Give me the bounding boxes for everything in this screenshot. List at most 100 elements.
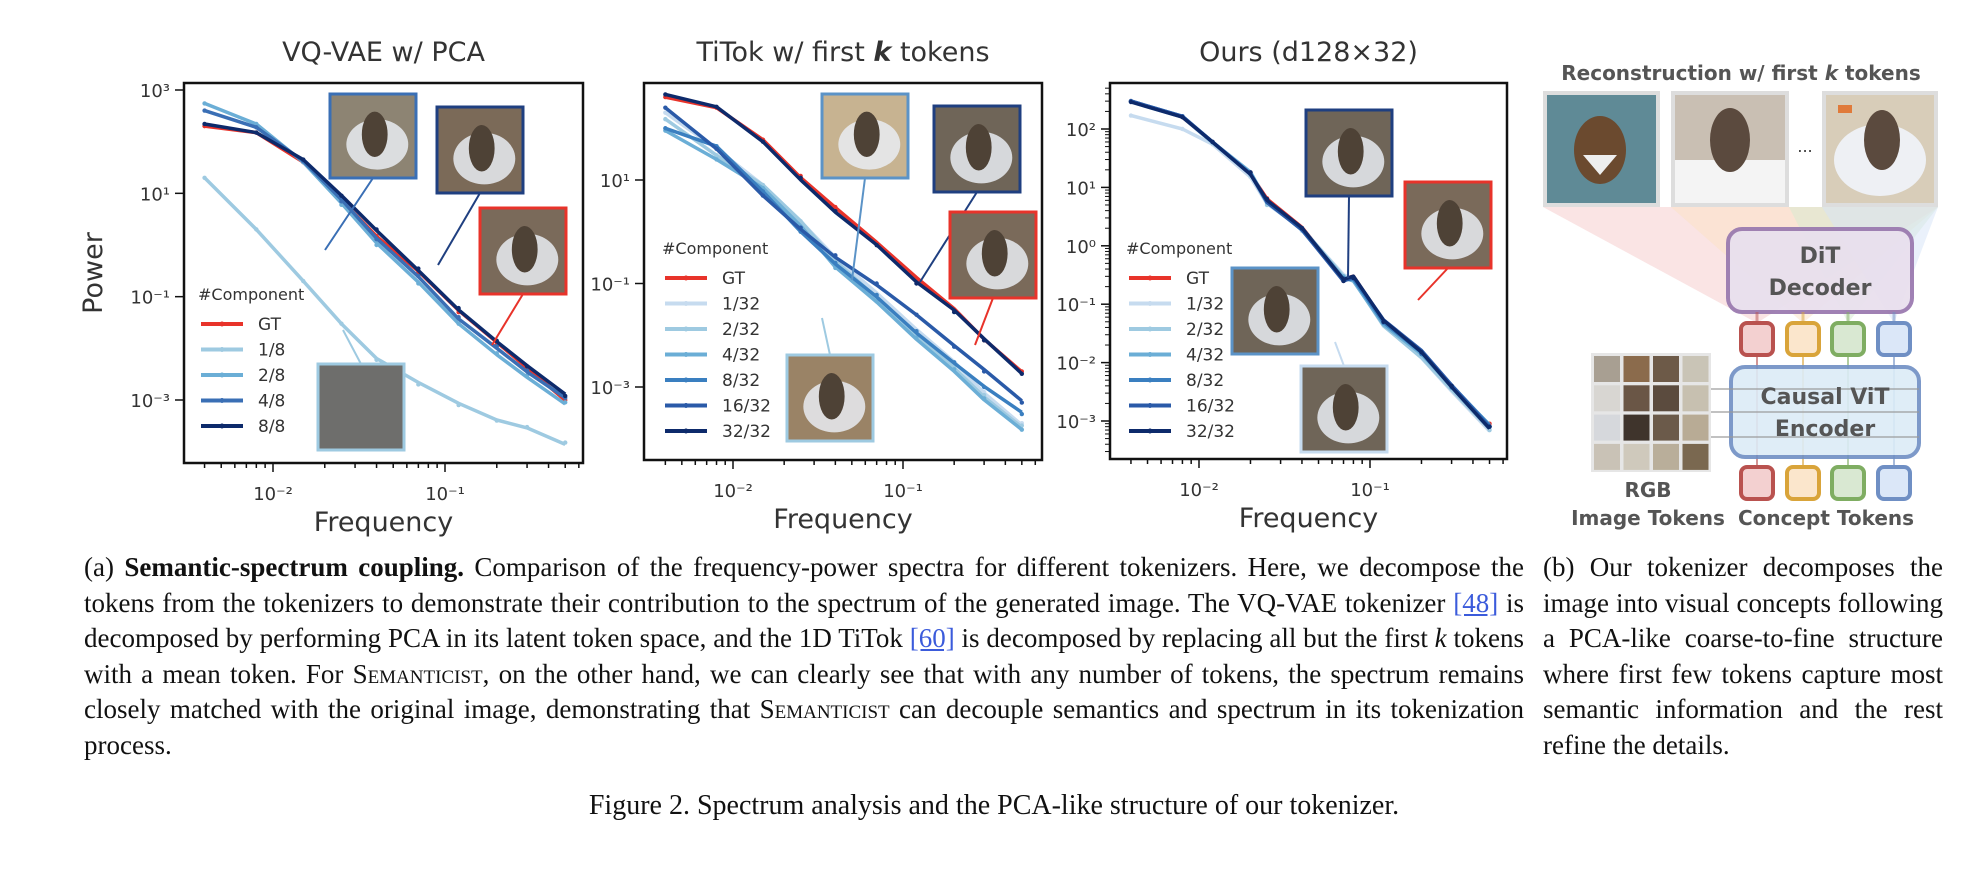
legend-label: 2/32 [1186, 320, 1224, 340]
citation-60[interactable]: [60] [909, 623, 955, 653]
data-point [524, 368, 530, 373]
data-point [760, 193, 766, 198]
figure-caption: Figure 2. Spectrum analysis and the PCA-… [588, 790, 1400, 821]
data-point [563, 440, 568, 445]
legend-label: 1/32 [722, 295, 760, 315]
y-tick-label: 10⁻³ [130, 391, 170, 412]
caption-a: (a) Semantic-spectrum coupling. Comparis… [84, 550, 1524, 763]
legend-marker [1147, 403, 1153, 408]
image-patch [1594, 356, 1620, 382]
data-point [254, 125, 259, 130]
data-point [1128, 113, 1134, 118]
concept-token [1739, 321, 1775, 357]
recon-image-3 [1822, 91, 1938, 207]
data-point [951, 367, 957, 372]
legend-label: 4/8 [258, 392, 285, 412]
legend-marker [219, 347, 225, 352]
rgb-label: RGB [1624, 478, 1671, 502]
data-point [339, 193, 344, 198]
inset-cat [1337, 128, 1364, 175]
data-point [456, 321, 461, 326]
encoder-label-2: Encoder [1775, 417, 1876, 442]
legend-label: GT [722, 269, 746, 289]
data-point [374, 227, 379, 232]
data-point [416, 281, 421, 286]
data-point [981, 396, 987, 401]
data-point [524, 364, 530, 369]
inset-leader-line [1347, 195, 1350, 279]
legend-marker [219, 372, 225, 378]
data-point [416, 382, 421, 387]
recon-image-2 [1671, 91, 1789, 207]
legend-label: 1/8 [258, 341, 285, 361]
data-point [301, 157, 306, 162]
data-point [494, 343, 499, 349]
y-tick-label: 10¹ [1066, 178, 1096, 199]
caption-b: (b) Our tokenizer decomposes the image i… [1543, 552, 1943, 760]
data-point [1019, 400, 1025, 405]
data-point [981, 369, 987, 374]
semanticist-name: Semanticist [759, 694, 890, 724]
y-tick-label: 10⁻² [1056, 354, 1096, 375]
data-point [874, 242, 879, 248]
data-point [1128, 99, 1134, 105]
data-point [1487, 424, 1492, 429]
data-point [714, 146, 719, 152]
data-point [494, 418, 499, 423]
caption-a-text: is decomposed by replacing all but the f… [954, 623, 1435, 653]
caption-a-k: k [1434, 623, 1447, 653]
caption-a-text: tokens with a mean token. For [84, 623, 1524, 689]
legend-marker [683, 428, 689, 434]
data-point [456, 315, 461, 320]
legend-marker [219, 398, 225, 403]
concept-token [1785, 465, 1821, 501]
legend-marker [1147, 326, 1153, 332]
data-point [1341, 278, 1346, 284]
inset-leader-line [342, 329, 362, 365]
data-point [563, 393, 568, 399]
data-point [981, 392, 987, 398]
inset-leader-line [974, 297, 994, 346]
data-point [1248, 170, 1253, 175]
data-point [833, 253, 838, 258]
data-point [833, 260, 838, 266]
series-line-32-of-32 [664, 92, 1023, 375]
chart-titok: TiTok w/ first k tokens 10⁻² 10⁻¹ 10¹ 10⁻¹ 10… [590, 37, 1044, 535]
y-tick-label: 10⁻¹ [1056, 295, 1096, 316]
legend-marker [1147, 428, 1153, 434]
legend-label: 16/32 [1186, 397, 1235, 417]
citation-48[interactable]: [48] [1453, 587, 1499, 618]
data-point [254, 130, 259, 135]
data-point [833, 208, 838, 214]
y-tick-label: 10¹ [140, 184, 170, 205]
data-point [914, 281, 919, 286]
data-point [1449, 383, 1454, 389]
data-point [663, 105, 668, 110]
series-line-16-of-32 [664, 106, 1023, 403]
legend-label: 32/32 [1186, 422, 1235, 442]
recon-image-1 [1543, 91, 1660, 207]
data-point [1351, 275, 1356, 281]
inset-image [316, 362, 406, 452]
y-tick-label: 10³ [140, 81, 170, 102]
caption-a-text: can decouple semantics and spectrum in i… [84, 694, 1524, 760]
data-point [1180, 114, 1185, 120]
data-point [951, 309, 957, 315]
legend-title: #Component [1126, 239, 1232, 258]
legend-marker [683, 301, 689, 306]
inset-leader-line [851, 177, 866, 281]
inset-leader-line [821, 317, 831, 356]
concept-tokens-label: Concept Tokens [1738, 506, 1914, 530]
caption-a-title: Semantic-spectrum coupling. [124, 552, 465, 582]
data-point [374, 357, 379, 362]
data-point [1019, 427, 1025, 432]
data-point [714, 153, 719, 158]
data-point [1419, 350, 1424, 355]
legend-title: #Component [662, 239, 768, 258]
legend-marker [683, 326, 689, 332]
data-point [339, 321, 344, 326]
inset-leader-line [1334, 341, 1345, 367]
legend-marker [219, 321, 225, 327]
data-point [456, 305, 461, 311]
legend-label: GT [258, 315, 282, 335]
